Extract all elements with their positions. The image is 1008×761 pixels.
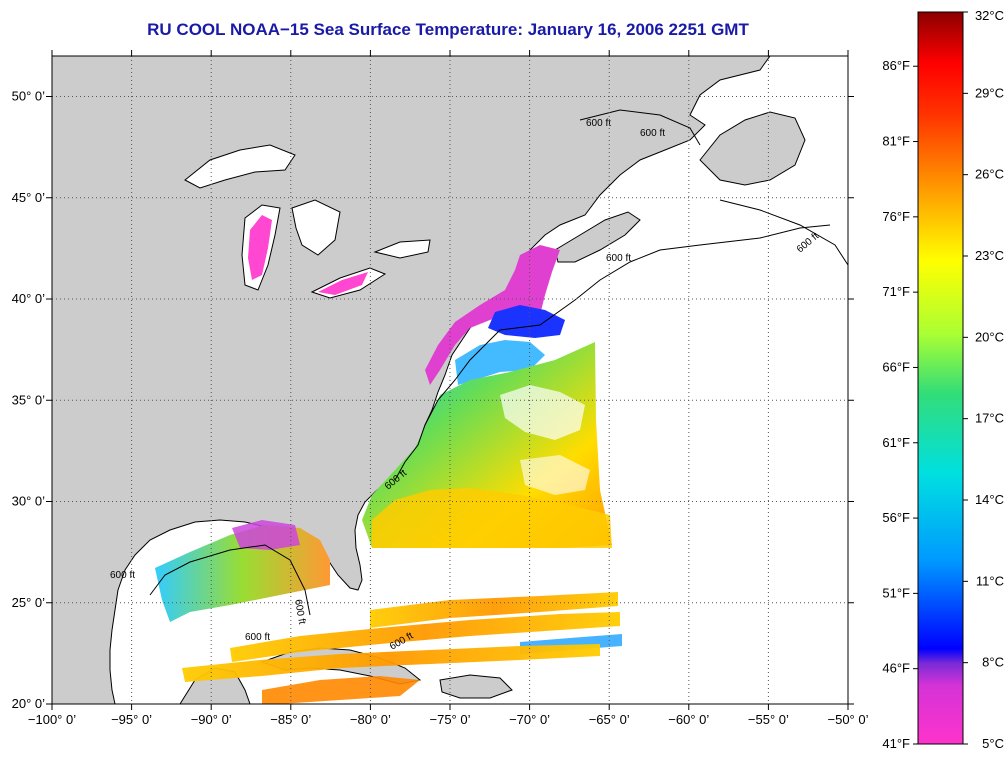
sst-stripe-2 (230, 612, 620, 662)
sst-gulf-of-mexico (155, 525, 330, 622)
x-tick-label: −80° 0’ (350, 712, 391, 727)
sst-sargasso-cloud (520, 455, 590, 495)
x-tick-label: −75° 0’ (430, 712, 471, 727)
colorbar-label-fahrenheit: 76°F (882, 209, 910, 224)
colorbar-label-fahrenheit: 56°F (882, 510, 910, 525)
colorbar-label-fahrenheit: 61°F (882, 435, 910, 450)
isobath-atlantic (394, 224, 831, 481)
isobath-grand-banks (719, 199, 848, 266)
lake-erie-sst (318, 272, 368, 295)
isobath-label: 600 ft (586, 118, 611, 129)
sst-stripe-1 (370, 592, 618, 628)
y-tick-label: 25° 0’ (12, 595, 46, 610)
lake-huron (291, 199, 341, 256)
isobath-gulf (149, 544, 311, 616)
colorbar-label-celsius: 8°C (982, 655, 1004, 670)
x-tick-label: −50° 0’ (828, 712, 869, 727)
sst-stripe-4 (182, 644, 600, 682)
isobath-label: 600 ft (110, 570, 135, 581)
y-tick-label: 50° 0’ (12, 89, 46, 104)
isobath-label: 600 ft (245, 632, 270, 643)
lake-ontario (373, 239, 431, 259)
y-tick-label: 20° 0’ (12, 696, 46, 711)
isobath-label: 600 ft (640, 128, 665, 139)
colorbar (917, 11, 964, 745)
x-tick-label: −100° 0’ (28, 712, 76, 727)
colorbar-label-celsius: 26°C (975, 167, 1004, 182)
lake-superior (184, 144, 296, 189)
map-title: RU COOL NOAA−15 Sea Surface Temperature:… (147, 20, 749, 39)
colorbar-label-celsius: 5°C (982, 736, 1004, 751)
y-tick-label: 45° 0’ (12, 190, 46, 205)
x-tick-label: −55° 0’ (748, 712, 789, 727)
y-tick-label: 35° 0’ (12, 392, 46, 407)
colorbar-label-fahrenheit: 86°F (882, 58, 910, 73)
sst-slope-cloud (500, 385, 585, 440)
colorbar-label-celsius: 11°C (976, 573, 1004, 588)
isobath-label: 600 ft (606, 253, 631, 264)
colorbar-label-fahrenheit: 71°F (882, 284, 910, 299)
sst-gulf-north-cold (232, 520, 300, 550)
colorbar-label-fahrenheit: 46°F (882, 661, 910, 676)
isobath-label: 600 ft (292, 599, 307, 626)
sst-northeast-coastal (425, 245, 560, 385)
land-nova-scotia (554, 211, 641, 263)
x-tick-label: −95° 0’ (111, 712, 152, 727)
sst-gulf-stream-warm (372, 488, 612, 548)
isobath-labrador (579, 109, 701, 146)
axis-ticks: −100° 0’ −95° 0’ −90° 0’ −85° 0’ −80° 0’ −75°… (12, 50, 869, 727)
colorbar-labels: 32°C 29°C 26°C 23°C 20°C 17°C 14°C 11°C 8°C 5°C 86… (882, 8, 1004, 751)
x-tick-label: −65° 0’ (589, 712, 630, 727)
land-newfoundland (699, 111, 806, 186)
sst-shelf-cyan (455, 340, 545, 385)
colorbar-label-celsius: 32°C (975, 8, 1004, 23)
y-tick-label: 30° 0’ (12, 494, 46, 509)
lake-michigan-sst (248, 215, 272, 280)
colorbar-label-celsius: 23°C (975, 248, 1004, 263)
colorbar-label-celsius: 14°C (975, 492, 1004, 507)
colorbar-label-fahrenheit: 66°F (882, 359, 910, 374)
x-tick-label: −90° 0’ (191, 712, 232, 727)
colorbar-label-fahrenheit: 41°F (882, 736, 910, 751)
colorbar-label-celsius: 17°C (975, 411, 1004, 426)
colorbar-label-fahrenheit: 51°F (882, 585, 910, 600)
colorbar-label-fahrenheit: 81°F (882, 134, 910, 149)
grid-lines (52, 56, 848, 704)
y-tick-label: 40° 0’ (12, 291, 46, 306)
sst-stripe-5 (262, 676, 420, 704)
colorbar-label-celsius: 20°C (975, 329, 1004, 344)
plot-frame (51, 55, 849, 705)
sst-gulf-of-maine (488, 305, 565, 338)
colorbar-label-celsius: 29°C (975, 85, 1004, 100)
x-tick-label: −85° 0’ (270, 712, 311, 727)
x-tick-label: −70° 0’ (509, 712, 550, 727)
x-tick-label: −60° 0’ (668, 712, 709, 727)
land-hispaniola (439, 674, 513, 699)
